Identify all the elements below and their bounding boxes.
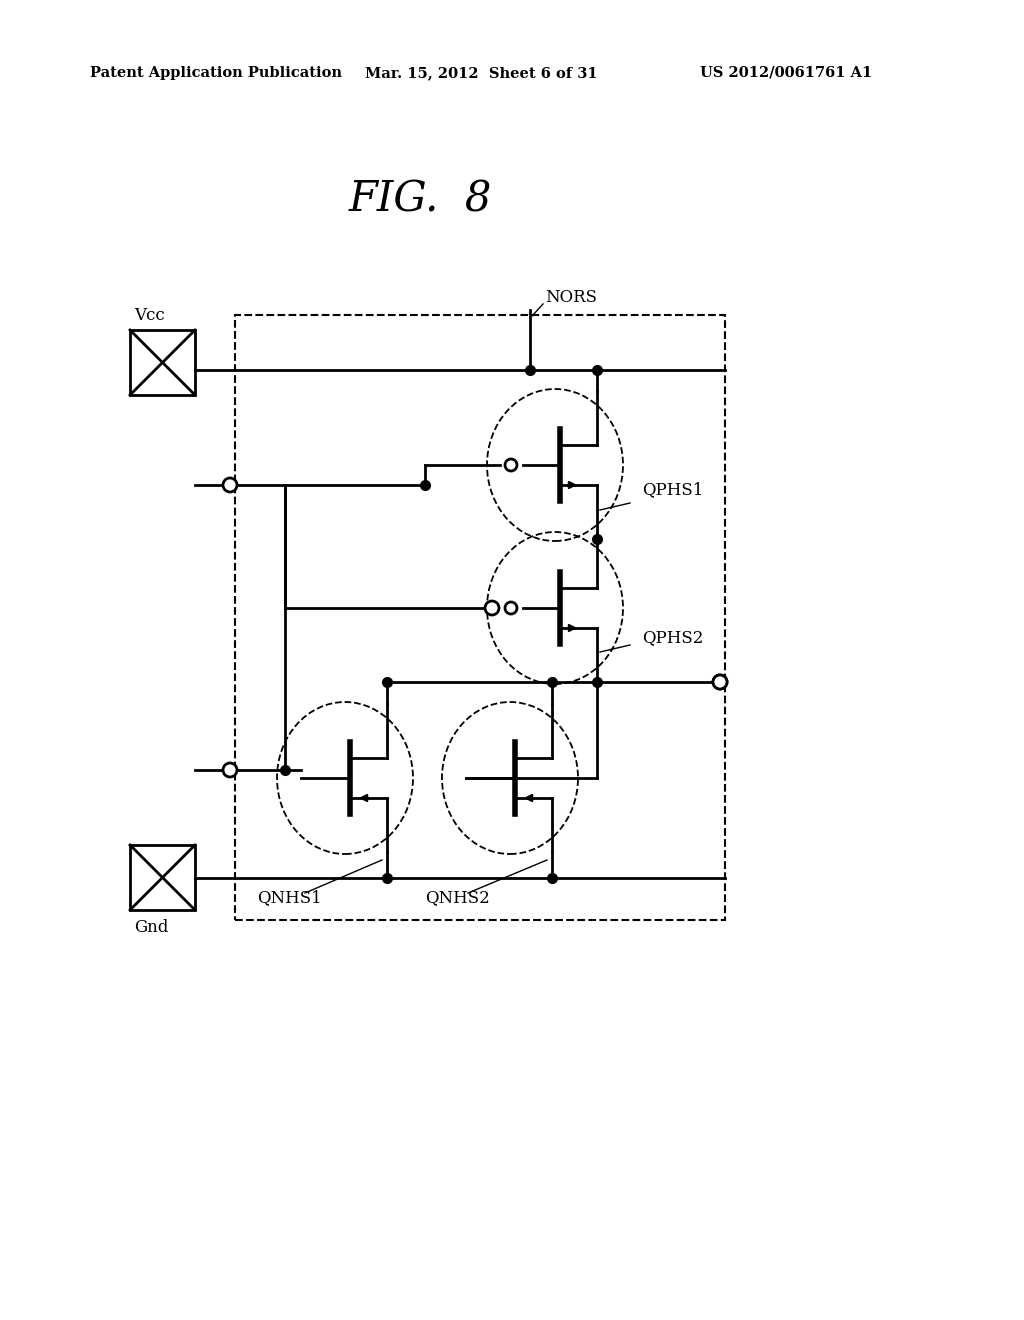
Text: Mar. 15, 2012  Sheet 6 of 31: Mar. 15, 2012 Sheet 6 of 31 xyxy=(365,66,598,81)
Circle shape xyxy=(505,459,517,471)
Text: Patent Application Publication: Patent Application Publication xyxy=(90,66,342,81)
Text: QPHS2: QPHS2 xyxy=(642,630,703,647)
Text: Gnd: Gnd xyxy=(134,920,168,936)
Text: NORS: NORS xyxy=(545,289,597,306)
Circle shape xyxy=(713,675,727,689)
Bar xyxy=(130,845,195,909)
Circle shape xyxy=(713,675,727,689)
Circle shape xyxy=(485,601,499,615)
Circle shape xyxy=(223,763,237,777)
Text: QNHS2: QNHS2 xyxy=(426,890,490,907)
Text: US 2012/0061761 A1: US 2012/0061761 A1 xyxy=(700,66,872,81)
Bar xyxy=(234,315,725,920)
Circle shape xyxy=(505,602,517,614)
Text: QNHS1: QNHS1 xyxy=(258,890,323,907)
Circle shape xyxy=(223,478,237,492)
Text: FIG.  8: FIG. 8 xyxy=(348,180,492,220)
Text: QPHS1: QPHS1 xyxy=(642,482,703,499)
Text: Vcc: Vcc xyxy=(134,308,165,325)
Bar xyxy=(130,330,195,395)
